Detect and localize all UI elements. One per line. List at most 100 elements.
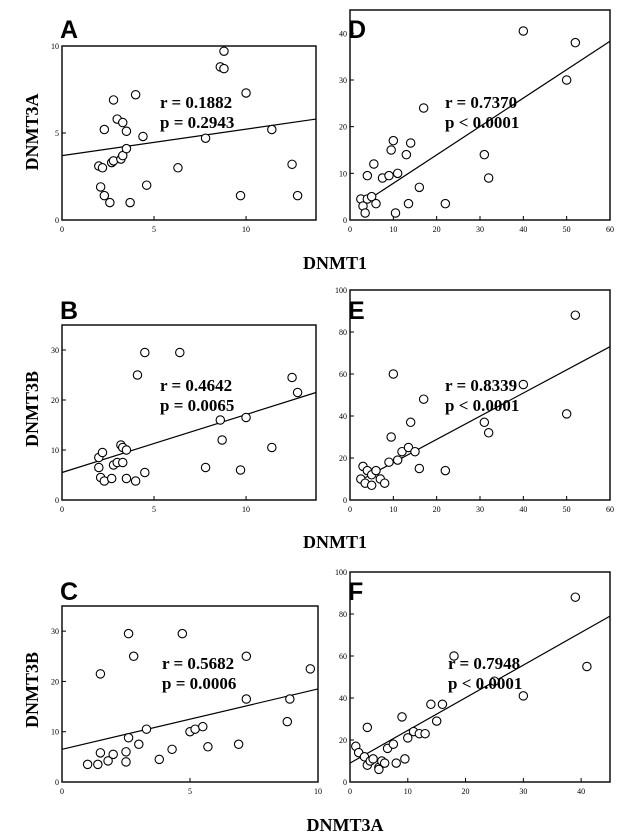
- panel-a-data-point: [200, 133, 211, 143]
- panel-c-data-point: [203, 742, 213, 752]
- panel-c-data-point: [123, 732, 134, 743]
- panel-c-data-point: [121, 747, 131, 757]
- panel-c-label: C: [60, 578, 78, 606]
- panel-a-data-point: [108, 95, 119, 105]
- panel-e-r-value: r = 0.8339: [445, 376, 517, 395]
- panel-a-data-point: [173, 163, 183, 173]
- panel-b-data-point: [292, 387, 303, 398]
- panel-e-data-point: [384, 457, 394, 467]
- panel-c-data-point: [141, 724, 152, 734]
- x-tick-label: 20: [433, 225, 441, 234]
- panel-a-data-point: [121, 126, 132, 137]
- panel-d-data-point: [440, 198, 451, 209]
- y-tick-label: 30: [339, 76, 347, 85]
- panel-f-data-point: [449, 651, 459, 661]
- panel-d-data-point: [366, 191, 377, 202]
- x-tick-label: 5: [152, 225, 156, 234]
- panel-c-data-point: [95, 669, 106, 679]
- y-tick-label: 40: [339, 29, 347, 38]
- panel-c-data-point: [241, 694, 252, 704]
- panel-d-data-point: [392, 168, 403, 179]
- panel-c-data-point: [285, 694, 295, 704]
- panel-c-data-point: [305, 664, 316, 674]
- x-tick-label: 10: [314, 787, 322, 796]
- panel-c-data-point: [282, 716, 293, 727]
- panel-c-data-point: [108, 749, 118, 760]
- panel-b-data-point: [287, 372, 297, 383]
- panel-a-data-point: [117, 117, 128, 128]
- panel-c-r-value: r = 0.5682: [162, 654, 234, 673]
- y-tick-label: 40: [339, 412, 347, 421]
- panel-d-data-point: [388, 135, 399, 146]
- y-tick-label: 30: [51, 627, 59, 636]
- panel-d-data-point: [362, 170, 373, 181]
- panel-a-data-point: [241, 88, 251, 98]
- panel-d-data-point: [401, 149, 412, 160]
- panel-f-data-point: [426, 699, 436, 710]
- panel-a-data-point: [125, 197, 135, 208]
- panel-b-p-value: p = 0.0065: [160, 396, 234, 415]
- panel-f-data-point: [374, 764, 384, 775]
- panel-d-data-point: [384, 170, 394, 181]
- panel-d-r-value: r = 0.7370: [445, 93, 517, 112]
- panel-c-data-point: [128, 651, 139, 662]
- panel-d-data-point: [418, 103, 429, 113]
- panel-a-p-value: p = 0.2943: [160, 113, 234, 132]
- panel-d-data-point: [518, 26, 529, 36]
- y-tick-label: 10: [51, 446, 59, 455]
- y-tick-label: 60: [339, 370, 347, 379]
- panel-f-data-point: [368, 754, 378, 764]
- y-tick-label: 80: [339, 610, 347, 619]
- panel-b-data-point: [121, 473, 132, 484]
- row3-y-label: DNMT3B: [22, 652, 42, 728]
- y-tick-label: 20: [339, 454, 347, 463]
- row1-x-label: DNMT1: [303, 253, 367, 273]
- x-tick-label: 50: [563, 505, 571, 514]
- panel-a-data-point: [95, 182, 106, 192]
- y-tick-label: 0: [343, 778, 347, 787]
- panel-b-data-point: [175, 347, 185, 358]
- panel-e-data-point: [483, 428, 494, 438]
- y-tick-label: 20: [339, 736, 347, 745]
- panel-f-trend-line: [349, 615, 611, 764]
- panel-a-label: A: [60, 16, 78, 44]
- x-tick-label: 30: [476, 225, 484, 234]
- panel-e-data-point: [379, 478, 390, 488]
- panel-b-data-point: [140, 347, 150, 358]
- panel-b-data-point: [241, 412, 251, 423]
- panel-d-data-point: [570, 37, 581, 48]
- panel-e-data-point: [405, 417, 416, 428]
- y-tick-label: 100: [335, 286, 347, 295]
- panel-c-data-point: [154, 754, 165, 765]
- panel-f-data-point: [403, 733, 413, 743]
- panel-e-label: E: [348, 297, 365, 325]
- panel-b-data-point: [215, 415, 226, 425]
- x-tick-label: 5: [152, 505, 156, 514]
- panel-e-data-point: [366, 480, 377, 491]
- panel-b-data-point: [97, 447, 108, 458]
- row2-y-label: DNMT3B: [22, 371, 42, 447]
- panel-f-data-point: [397, 712, 407, 722]
- panel-c-data-point: [93, 759, 103, 770]
- y-tick-label: 100: [335, 568, 347, 577]
- panel-d-data-point: [390, 208, 401, 218]
- panel-e-data-point: [518, 379, 529, 390]
- x-tick-label: 20: [462, 787, 470, 796]
- panel-a-data-point: [141, 180, 152, 190]
- x-tick-label: 10: [389, 505, 397, 514]
- y-tick-label: 40: [339, 694, 347, 703]
- y-tick-label: 10: [51, 42, 59, 51]
- panel-d-p-value: p < 0.0001: [445, 113, 519, 132]
- y-tick-label: 60: [339, 652, 347, 661]
- y-tick-label: 10: [339, 169, 347, 178]
- panel-a-data-point: [138, 131, 148, 142]
- panel-b-data-point: [200, 462, 211, 473]
- panel-f-data-point: [362, 722, 373, 733]
- panel-a-data-point: [287, 159, 297, 170]
- panel-a-data-point: [121, 143, 132, 154]
- panel-f-data-point: [379, 758, 390, 768]
- panel-d-data-point: [403, 198, 414, 209]
